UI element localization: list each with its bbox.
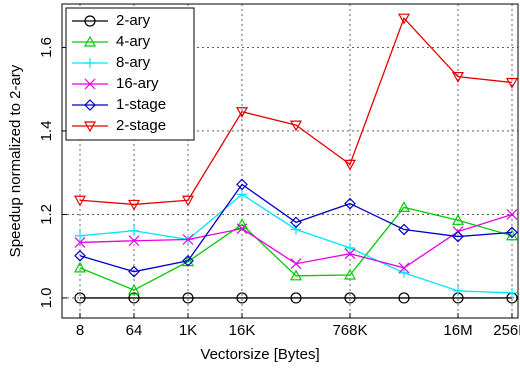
legend-label: 16-ary [116,75,159,92]
marker [129,225,139,236]
marker [127,199,141,211]
marker [181,195,195,207]
marker [398,292,410,304]
marker [505,77,519,89]
marker [84,99,96,111]
x-tick-label: 1K [179,322,197,339]
marker [344,292,356,304]
legend-label: 2-ary [116,12,151,29]
marker [83,35,97,47]
marker [236,223,248,235]
marker [75,230,85,241]
marker [182,234,194,245]
series-line [79,193,513,294]
marker [452,230,464,243]
marker [451,72,465,83]
marker [289,269,303,281]
marker [127,283,141,295]
marker [182,254,194,267]
marker [453,285,463,296]
y-tick-label: 1.6 [38,37,55,58]
plot-frame [61,3,519,319]
series-line [79,183,513,273]
y-tick-label: 1.2 [38,204,55,225]
marker [182,292,194,304]
x-axis-label: Vectorsize [Bytes] [200,346,319,363]
marker [507,287,517,298]
marker [344,197,356,210]
marker [84,78,96,90]
y-tick-label: 1.0 [38,288,55,309]
marker [506,226,518,239]
marker [83,121,97,133]
y-tick-label: 1.4 [38,121,55,142]
marker [73,195,87,207]
marker [451,214,465,225]
marker [73,261,87,273]
legend-label: 8-ary [116,54,151,71]
legend-box [65,7,195,141]
marker [398,262,410,274]
series-line [79,206,513,291]
x-tick-label: 8 [76,322,84,339]
marker [236,178,248,191]
marker [291,224,301,235]
marker [289,120,303,132]
marker [343,268,357,280]
legend-label: 2-stage [116,117,166,134]
x-tick-label: 16M [443,322,472,339]
marker [397,201,411,212]
marker [128,292,140,304]
marker [128,265,140,278]
marker [397,13,411,25]
marker [343,159,357,171]
marker [84,15,96,27]
marker [345,242,355,253]
legend-label: 4-ary [116,33,151,50]
marker [74,236,86,248]
x-tick-label: 64 [126,322,143,339]
marker [344,248,356,260]
series-line [79,16,513,206]
marker [74,249,86,262]
marker [85,58,95,68]
x-tick-label: 16K [229,322,256,339]
marker [290,216,302,229]
marker [128,235,140,247]
marker [398,223,410,236]
marker [236,292,248,304]
x-tick-label: 768K [332,322,367,339]
marker [290,292,302,304]
marker [235,107,249,118]
marker [399,267,409,278]
x-tick-label: 256M [493,322,520,339]
marker [237,189,247,200]
legend-label: 1-stage [116,96,166,113]
marker [506,209,518,220]
y-axis-label: Speedup normalized to 2-ary [7,64,24,257]
marker [74,292,86,304]
marker [290,258,302,270]
